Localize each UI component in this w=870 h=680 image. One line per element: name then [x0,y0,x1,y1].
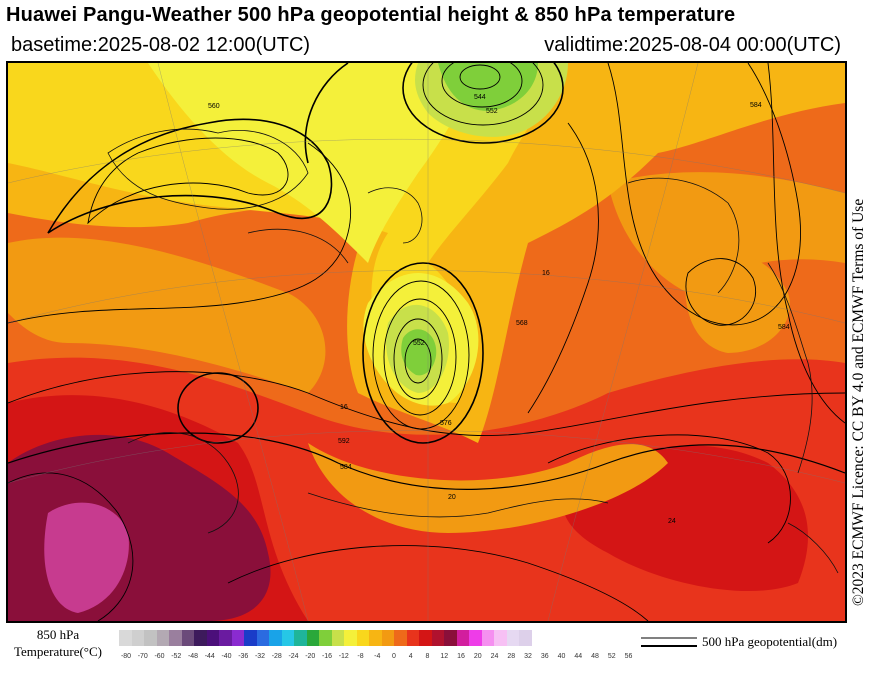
contour-label: 16 [340,404,348,411]
colorbar-cell [394,630,407,646]
colorbar-cell [406,630,419,646]
colorbar-label-line1: 850 hPa [36,627,80,642]
colorbar-tick-label: 0 [392,653,396,660]
colorbar-cell [381,630,394,646]
colorbar-tick-label: -48 [187,653,199,660]
colorbar [119,630,532,646]
colorbar-cell [256,630,269,646]
colorbar-cell [181,630,194,646]
colorbar-cell [494,630,507,646]
colorbar-cell [444,630,457,646]
colorbar-tick-label: 20 [473,653,482,660]
contour-label: 584 [750,102,762,109]
contour-label: 584 [778,324,790,331]
basetime-label: basetime:2025-08-02 12:00(UTC) [11,34,311,56]
colorbar-cell [419,630,432,646]
colorbar-cell [131,630,144,646]
colorbar-cell [481,630,494,646]
coastlines [107,128,839,574]
contour-legend-label: 500 hPa geopotential(dm) [702,634,838,649]
contour-label: 544 [474,94,486,101]
contour-label: 568 [516,320,528,327]
contour-label: 552 [413,340,425,347]
colorbar-tick-label: -70 [137,653,148,660]
graticule [8,63,845,621]
colorbar-tick-label: 16 [457,653,465,660]
colorbar-cell [144,630,157,646]
licence-text: ©2023 ECMWF Licence: CC BY 4.0 and ECMWF… [850,198,867,606]
contour-label: 16 [542,270,550,277]
colorbar-cell [469,630,482,646]
colorbar-tick-label: -36 [238,653,249,660]
colorbar-label: 850 hPa Temperature(°C) [2,626,114,660]
colorbar-tick-label: -44 [204,653,215,660]
colorbar-tick-label: -16 [321,653,333,660]
colorbar-tick-label: 48 [591,653,599,660]
colorbar-cell [319,630,332,646]
colorbar-tick-label: -80 [120,653,132,660]
colorbar-tick-label: 44 [574,653,583,660]
colorbar-tick-label: -32 [254,653,266,660]
colorbar-cell [306,630,319,646]
colorbar-cell [369,630,382,646]
colorbar-tick-label: -52 [171,653,182,660]
colorbar-tick-label: 8 [425,653,430,660]
colorbar-label-line2: Temperature(°C) [13,644,103,659]
colorbar-tick-label: 4 [408,653,413,660]
colorbar-cell [194,630,207,646]
colorbar-cell [506,630,519,646]
colorbar-cell [331,630,344,646]
contour-label: 576 [440,420,452,427]
temperature-field [8,63,845,621]
colorbar-cell [519,630,532,646]
colorbar-tick-label: 52 [607,653,616,660]
colorbar-cell [219,630,232,646]
contour-labels: 544 552 560 552 568 576 584 584 584 592 … [208,94,790,525]
colorbar-tick-label: 28 [507,653,516,660]
colorbar-tick-label: -12 [338,653,349,660]
contour-label: 592 [338,438,350,445]
colorbar-cell [244,630,257,646]
colorbar-cell [294,630,307,646]
contour-label: 584 [340,464,352,471]
colorbar-cell [206,630,219,646]
colorbar-tick-label: -28 [271,653,282,660]
colorbar-cell [431,630,444,646]
colorbar-tick-label: 40 [557,653,566,660]
colorbar-tick-label: 32 [524,653,532,660]
contour-legend-lines [641,637,697,647]
colorbar-tick-label: -20 [305,653,316,660]
contour-label: 560 [208,103,220,110]
contour-label: 20 [448,494,456,501]
colorbar-cell [344,630,357,646]
colorbar-cell [456,630,469,646]
colorbar-cell [231,630,244,646]
colorbar-tick-label: 24 [490,653,499,660]
contour-label: 552 [486,108,498,115]
colorbar-tick-label: -8 [357,653,364,660]
colorbar-tick-label: -40 [221,653,232,660]
colorbar-tick-label: -60 [154,653,165,660]
contour-label: 24 [668,518,676,525]
colorbar-cell [281,630,294,646]
colorbar-cell [119,630,132,646]
chart-title: Huawei Pangu-Weather 500 hPa geopotentia… [6,4,736,26]
colorbar-cell [269,630,282,646]
colorbar-tick-label: -4 [374,653,381,660]
colorbar-cell [356,630,369,646]
colorbar-cell [169,630,182,646]
colorbar-cell [156,630,169,646]
colorbar-tick-label: 36 [540,653,549,660]
validtime-label: validtime:2025-08-04 00:00(UTC) [544,34,841,56]
colorbar-tick-label: -24 [288,653,299,660]
colorbar-tick-label: 56 [624,653,633,660]
colorbar-tick-label: 12 [440,653,449,660]
weather-map[interactable]: 544 552 560 552 568 576 584 584 584 592 … [6,61,847,623]
